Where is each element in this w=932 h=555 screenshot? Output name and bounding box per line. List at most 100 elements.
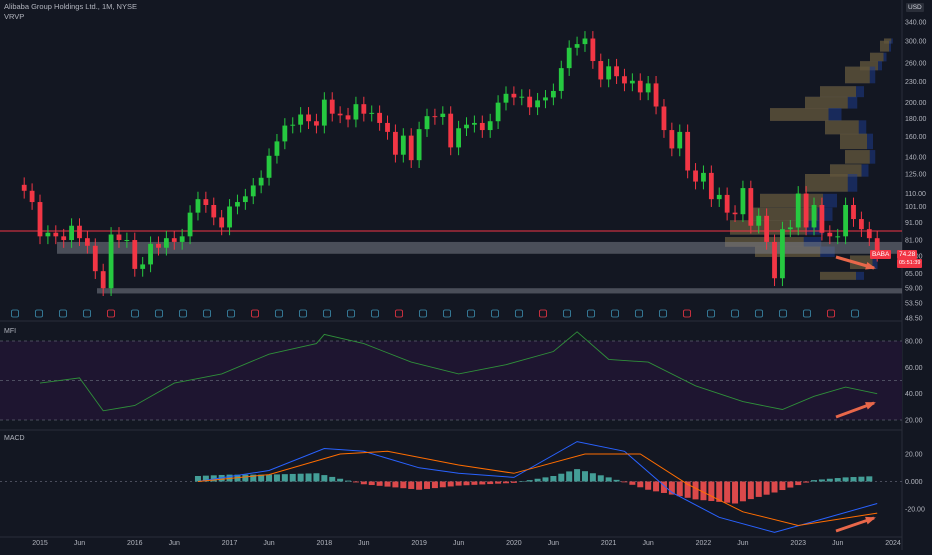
candle-body — [377, 112, 383, 123]
macd-histogram-bar — [566, 471, 573, 482]
candle-body — [416, 129, 422, 161]
candle-body — [21, 184, 27, 191]
currency-label[interactable]: USD — [906, 3, 924, 12]
macd-histogram-bar — [471, 481, 478, 485]
macd-histogram-bar — [826, 478, 833, 482]
last-price-tag: 74.28 — [897, 250, 918, 259]
macd-histogram-bar — [352, 481, 359, 483]
support-zone — [57, 241, 902, 254]
time-axis-label: 2018 — [317, 540, 333, 547]
macd-histogram-bar — [424, 481, 431, 489]
macd-histogram-bar — [834, 478, 841, 482]
macd-histogram-bar — [210, 475, 217, 482]
macd-histogram-bar — [503, 481, 510, 484]
earnings-marker — [563, 309, 571, 318]
indicator-label: VRVP — [4, 12, 25, 21]
candle-body — [535, 100, 540, 108]
earnings-marker — [803, 309, 811, 318]
price-axis-label: 65.00 — [905, 271, 923, 278]
macd-histogram-bar — [321, 475, 328, 482]
macd-histogram-bar — [660, 481, 667, 493]
candle-body — [171, 238, 177, 242]
earnings-marker — [35, 309, 43, 318]
time-axis-label: Jun — [737, 540, 748, 547]
earnings-marker — [11, 309, 19, 318]
candle-body — [811, 205, 817, 228]
macd-histogram-bar — [313, 473, 320, 482]
candle-body — [69, 225, 74, 241]
candle-body — [606, 66, 612, 80]
candle-body — [598, 61, 604, 80]
mfi-axis-label: 20.00 — [905, 418, 923, 425]
candle-body — [685, 131, 691, 171]
candle-body — [84, 238, 90, 246]
candle-body — [163, 238, 169, 248]
earnings-marker — [299, 309, 307, 318]
price-axis-label: 230.00 — [905, 79, 927, 86]
candle-body — [772, 241, 777, 279]
macd-axis-label: 20.00 — [905, 452, 923, 459]
candle-body — [582, 38, 588, 45]
macd-histogram-bar — [739, 481, 746, 502]
candle-body — [756, 215, 762, 226]
candle-body — [732, 212, 738, 215]
macd-pane-label: MACD — [4, 435, 25, 442]
price-axis-label: 180.00 — [905, 116, 927, 123]
earnings-marker — [515, 309, 523, 318]
candle-body — [408, 135, 414, 161]
candle-body — [298, 114, 304, 125]
earnings-marker — [59, 309, 67, 318]
candle-body — [290, 124, 296, 126]
macd-histogram-bar — [266, 474, 273, 482]
macd-histogram-bar — [866, 476, 873, 482]
macd-histogram-bar — [621, 481, 628, 483]
candle-body — [787, 227, 793, 230]
macd-histogram-bar — [763, 481, 770, 495]
price-axis-label: 140.00 — [905, 154, 927, 161]
candle-body — [369, 112, 375, 114]
candle-body — [385, 122, 390, 132]
countdown-tag: 05:51:39 — [897, 259, 923, 268]
macd-histogram-bar — [787, 481, 794, 488]
earnings-marker — [659, 309, 667, 318]
macd-histogram-bar — [732, 481, 739, 504]
macd-histogram-bar — [376, 481, 383, 486]
candle-body — [637, 80, 643, 93]
price-axis-label: 340.00 — [905, 20, 927, 27]
volume-profile-bar — [830, 164, 862, 177]
candle-body — [851, 205, 856, 220]
mfi-arrow-head — [865, 402, 876, 410]
macd-histogram-bar — [716, 481, 723, 502]
candle-body — [874, 238, 880, 254]
candle-body — [282, 125, 288, 142]
mfi-axis-label: 60.00 — [905, 365, 923, 372]
macd-arrow-head — [865, 516, 876, 525]
candle-body — [108, 234, 114, 289]
volume-profile-bar — [805, 173, 848, 192]
macd-histogram-bar — [668, 481, 675, 495]
candle-body — [393, 131, 398, 155]
earnings-marker — [587, 309, 595, 318]
candle-body — [53, 232, 59, 237]
macd-histogram-bar — [755, 481, 762, 497]
macd-histogram-bar — [289, 473, 296, 482]
volume-profile-bar — [770, 108, 829, 121]
volume-profile-bar — [845, 66, 870, 84]
candle-body — [614, 66, 619, 77]
macd-histogram-bar — [795, 481, 802, 486]
candle-body — [479, 122, 485, 131]
time-axis-label: Jun — [74, 540, 85, 547]
macd-histogram-bar — [597, 475, 604, 482]
earnings-marker — [323, 309, 331, 318]
macd-histogram-bar — [281, 474, 288, 482]
time-axis-label: 2023 — [790, 540, 806, 547]
price-axis-label: 125.00 — [905, 172, 927, 179]
macd-histogram-bar — [526, 480, 533, 482]
earnings-marker — [107, 309, 115, 318]
earnings-marker — [443, 309, 451, 318]
price-axis-label: 53.50 — [905, 301, 923, 308]
earnings-marker — [419, 309, 427, 318]
candle-body — [306, 114, 311, 122]
